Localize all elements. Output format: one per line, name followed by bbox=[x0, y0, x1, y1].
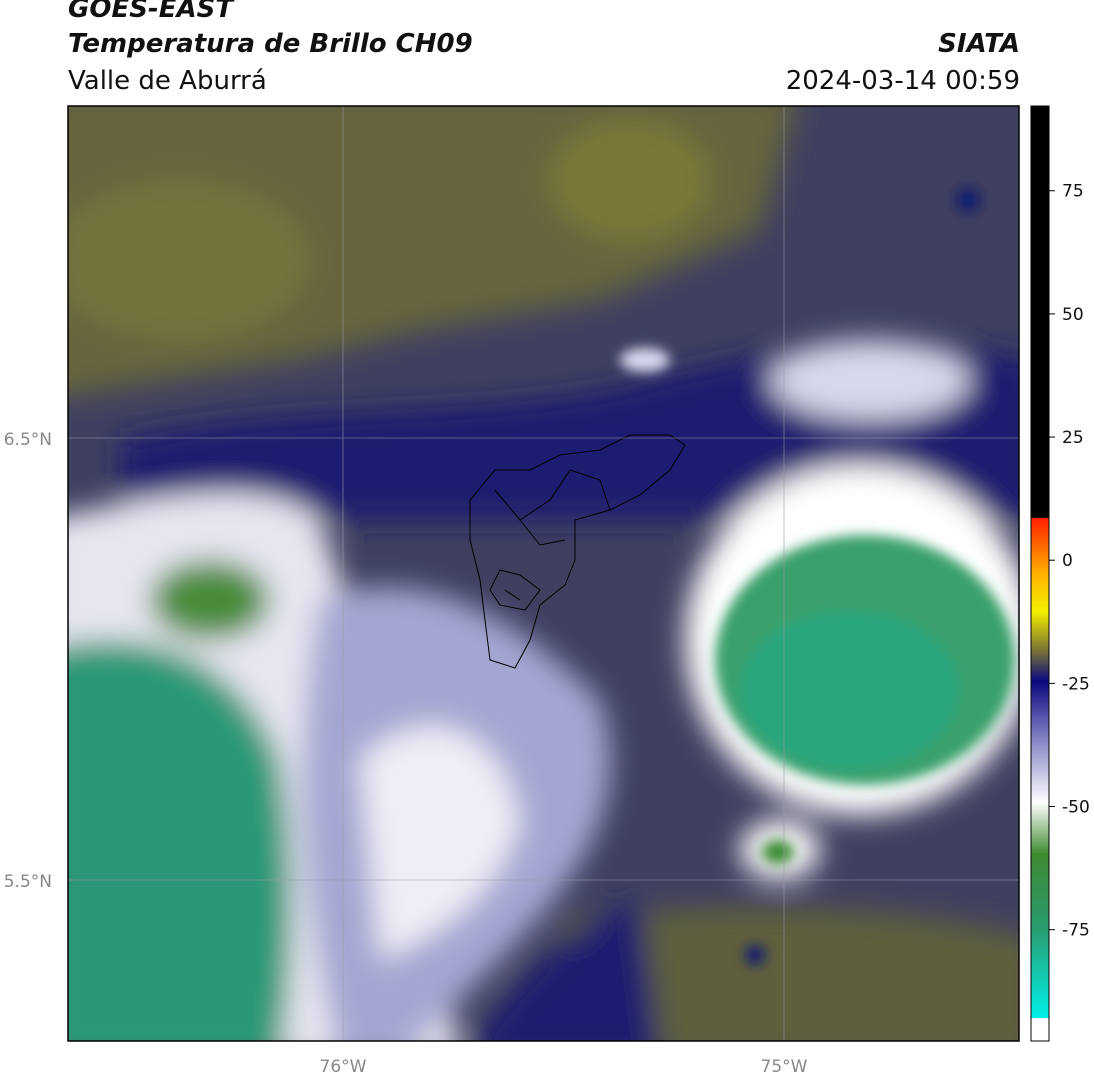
colorbar-tick-label: -25 bbox=[1062, 674, 1090, 694]
agency-title: SIATA bbox=[938, 29, 1020, 59]
colorbar-tick-label: 50 bbox=[1062, 305, 1084, 325]
lon-label: 75°W bbox=[761, 1057, 808, 1077]
lat-label: 6.5°N bbox=[4, 430, 52, 450]
colorbar-tick-label: 75 bbox=[1062, 182, 1084, 202]
lon-label: 76°W bbox=[320, 1057, 367, 1077]
datetime: 2024-03-14 00:59 bbox=[785, 66, 1020, 96]
map-frame bbox=[67, 105, 1020, 1042]
product-title: Temperatura de Brillo CH09 bbox=[68, 29, 473, 59]
region-title: Valle de Aburrá bbox=[68, 66, 267, 96]
satellite-image bbox=[68, 106, 1019, 1041]
colorbar-tick-label: -50 bbox=[1062, 798, 1090, 818]
colorbar-tick-label: -75 bbox=[1062, 921, 1090, 941]
graticule bbox=[68, 106, 1019, 1041]
colorbar-tick-label: 0 bbox=[1062, 551, 1073, 571]
colorbar-tick-label: 25 bbox=[1062, 428, 1084, 448]
municipal-boundaries bbox=[469, 434, 686, 669]
lat-label: 5.5°N bbox=[4, 872, 52, 892]
colorbar bbox=[1030, 105, 1050, 1042]
source-title: GOES-EAST bbox=[68, 0, 234, 24]
